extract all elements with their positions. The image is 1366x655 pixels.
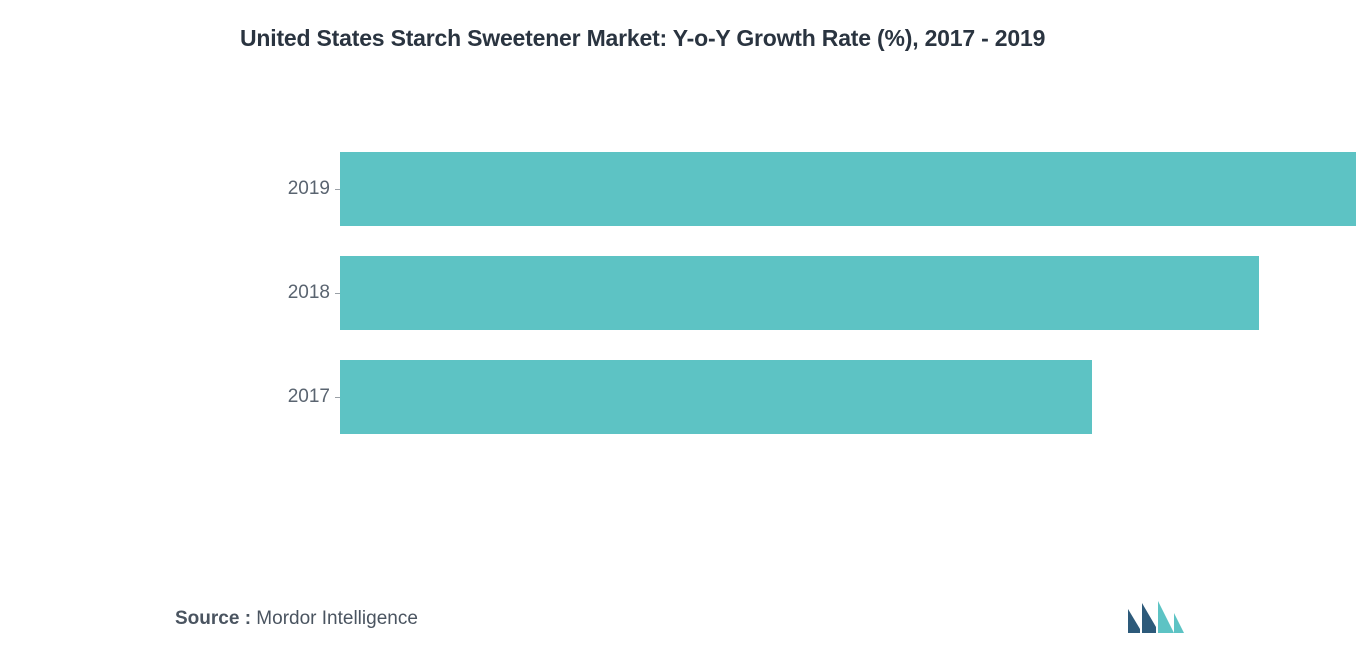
bar [340,152,1356,226]
category-tick [335,189,340,190]
category-label: 2018 [280,282,330,304]
chart-container: United States Starch Sweetener Market: Y… [0,0,1366,655]
bar-row: 2019 [340,152,1356,226]
source-value: Mordor Intelligence [251,608,418,629]
category-label: 2017 [280,386,330,408]
source-citation: Source : Mordor Intelligence [175,608,418,630]
bar-row: 2017 [340,360,1356,434]
source-label: Source : [175,608,251,629]
bar [340,360,1092,434]
category-tick [335,397,340,398]
category-tick [335,293,340,294]
mordor-logo-icon [1126,599,1186,640]
category-label: 2019 [280,178,330,200]
plot-area: 2019 2018 2017 [340,152,1356,452]
chart-title: United States Starch Sweetener Market: Y… [240,25,1326,52]
bar-row: 2018 [340,256,1356,330]
bar [340,256,1259,330]
